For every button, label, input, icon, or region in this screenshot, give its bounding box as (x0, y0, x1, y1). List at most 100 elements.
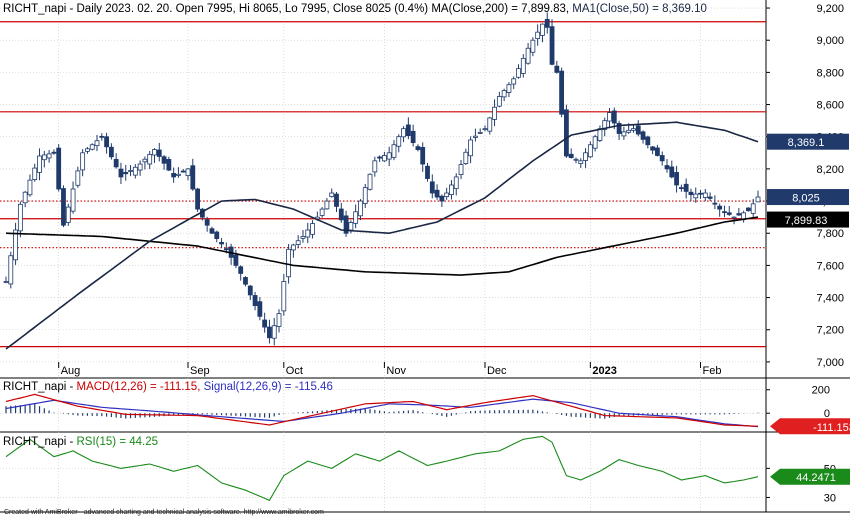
signal-line (5, 398, 759, 428)
candle-body (449, 184, 454, 196)
candle-body (626, 129, 632, 133)
candle-body (434, 189, 440, 198)
candle-body (535, 31, 541, 39)
candle-body (516, 68, 521, 78)
candle-body (367, 173, 373, 190)
macd-y-tick-label: 200 (812, 385, 830, 397)
candle-body (252, 295, 258, 307)
candle-body (726, 212, 732, 215)
candle-body (85, 148, 90, 152)
candle-body (233, 254, 239, 266)
candle-body (61, 188, 66, 226)
candle-body (219, 241, 224, 245)
candle-body (166, 159, 172, 171)
candle-body (372, 160, 378, 173)
macd-title-label: MACD(12,26) = -111.15, (77, 381, 204, 393)
candle-body (492, 106, 497, 120)
candle-body (396, 136, 402, 147)
candle-body (592, 136, 598, 149)
candle-body (640, 131, 646, 140)
x-tick-label: Dec (487, 365, 507, 377)
candle-body (501, 90, 507, 98)
candle-body (358, 200, 363, 217)
candle-body (190, 165, 196, 190)
candle-body (324, 200, 330, 210)
candle-body (180, 170, 186, 173)
candle-body (750, 203, 756, 214)
candle-body (564, 109, 569, 157)
rsi-badge: 44.2471 (796, 472, 836, 484)
candle-body (645, 136, 651, 146)
price-badge-bg (767, 189, 849, 206)
candle-body (616, 122, 622, 134)
candle-body (496, 96, 502, 107)
candle-body (171, 173, 177, 178)
candle-body (693, 193, 699, 199)
candle-body (176, 173, 181, 176)
candle-body (597, 128, 603, 141)
candle-body (702, 192, 708, 198)
candle-body (520, 58, 526, 74)
rsi-title-symbol: RICHT_napi - (3, 436, 77, 448)
rsi-line (5, 435, 759, 502)
candle-body (204, 219, 210, 226)
candle-body (554, 65, 560, 73)
candle-body (238, 266, 244, 274)
candle-body (631, 128, 636, 131)
x-tick-label: Aug (61, 365, 81, 377)
main-y-tick-label: 7,200 (816, 325, 844, 337)
ma200-line (5, 216, 759, 276)
candle-body (573, 158, 579, 161)
x-tick-label: 2023 (592, 365, 616, 377)
candle-body (290, 244, 296, 251)
ma200-title-label: MA(Close,200) = 7,899.83, (431, 3, 572, 15)
x-tick-label: Sep (190, 365, 210, 377)
candle-body (276, 313, 282, 327)
candle-body (463, 151, 469, 164)
candle-body (583, 152, 588, 161)
candle-body (468, 139, 474, 157)
macd-badge: -111.153 (813, 422, 850, 434)
candle-body (439, 195, 445, 202)
candle-body (746, 207, 751, 212)
candle-body (267, 326, 272, 339)
candle-body (722, 211, 727, 214)
candle-body (377, 156, 383, 159)
rsi-y-tick-label: 30 (824, 492, 836, 504)
candle-body (559, 70, 565, 115)
candle-body (386, 152, 392, 160)
candle-body (429, 181, 435, 194)
candle-body (89, 144, 95, 150)
macd-title: RICHT_napi - MACD(12,26) = -111.15, Sign… (3, 381, 333, 393)
candle-body (80, 152, 86, 171)
candle-body (473, 135, 478, 138)
candle-body (32, 167, 38, 180)
candle-body (621, 131, 627, 137)
candle-body (707, 196, 713, 199)
candle-body (549, 26, 555, 65)
candle-body (544, 18, 550, 28)
main-y-tick-label: 9,200 (816, 3, 844, 15)
candle-body (540, 23, 545, 36)
candle-body (669, 166, 675, 178)
candle-body (511, 78, 517, 85)
candle-body (678, 187, 684, 189)
footer-credit: Created with AmiBroker - advanced charti… (4, 509, 324, 516)
candle-body (334, 193, 339, 207)
ma50-title-label: MA1(Close,50) = 8,369.10 (572, 3, 707, 15)
candle-body (142, 158, 148, 163)
candle-body (118, 168, 124, 178)
candle-body (286, 248, 291, 278)
candle-body (128, 170, 133, 172)
ma50-badge-bg (767, 133, 849, 150)
candle-body (94, 140, 100, 147)
candle-body (655, 147, 660, 156)
candle-body (209, 228, 215, 234)
rsi-title-label: RSI(15) = 44.25 (77, 436, 159, 448)
candle-body (156, 149, 162, 157)
candle-body (161, 156, 167, 164)
candle-body (506, 84, 512, 93)
candle-body (75, 170, 81, 186)
candle-body (525, 47, 531, 64)
